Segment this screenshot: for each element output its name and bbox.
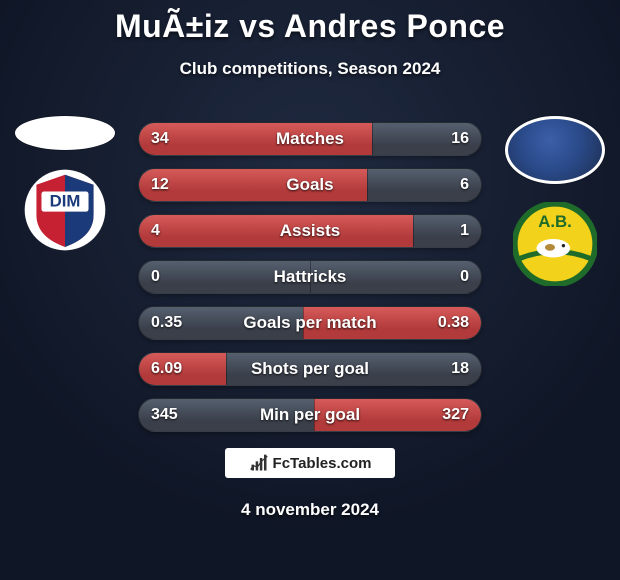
watermark-text: FcTables.com [273,455,372,472]
subtitle: Club competitions, Season 2024 [0,59,620,79]
svg-text:DIM: DIM [50,192,81,211]
stat-label: Matches [139,129,481,149]
stat-row: 00Hattricks [138,260,482,294]
stat-label: Shots per goal [139,359,481,379]
stat-row: 126Goals [138,168,482,202]
left-club-crest: DIM [23,168,107,252]
watermark-badge: FcTables.com [225,448,395,478]
stat-bars: 3416Matches 126Goals 41Assists 00Hattricks 0… [138,122,482,432]
stat-row: 41Assists [138,214,482,248]
right-player-column: A.B. [500,116,610,286]
stat-row: 0.350.38Goals per match [138,306,482,340]
stat-label: Assists [139,221,481,241]
stat-row: 6.0918Shots per goal [138,352,482,386]
stat-label: Goals [139,175,481,195]
right-player-avatar [505,116,605,184]
stat-row: 345327Min per goal [138,398,482,432]
stat-label: Min per goal [139,405,481,425]
left-player-column: DIM [10,116,120,252]
stat-row: 3416Matches [138,122,482,156]
svg-text:A.B.: A.B. [538,212,572,231]
stat-label: Goals per match [139,313,481,333]
left-player-avatar [15,116,115,150]
page-title: MuÃ±iz vs Andres Ponce [0,0,620,45]
stat-label: Hattricks [139,267,481,287]
chart-icon [249,453,269,473]
right-club-crest: A.B. [513,202,597,286]
date-label: 4 november 2024 [0,500,620,520]
comparison-card: MuÃ±iz vs Andres Ponce Club competitions… [0,0,620,580]
